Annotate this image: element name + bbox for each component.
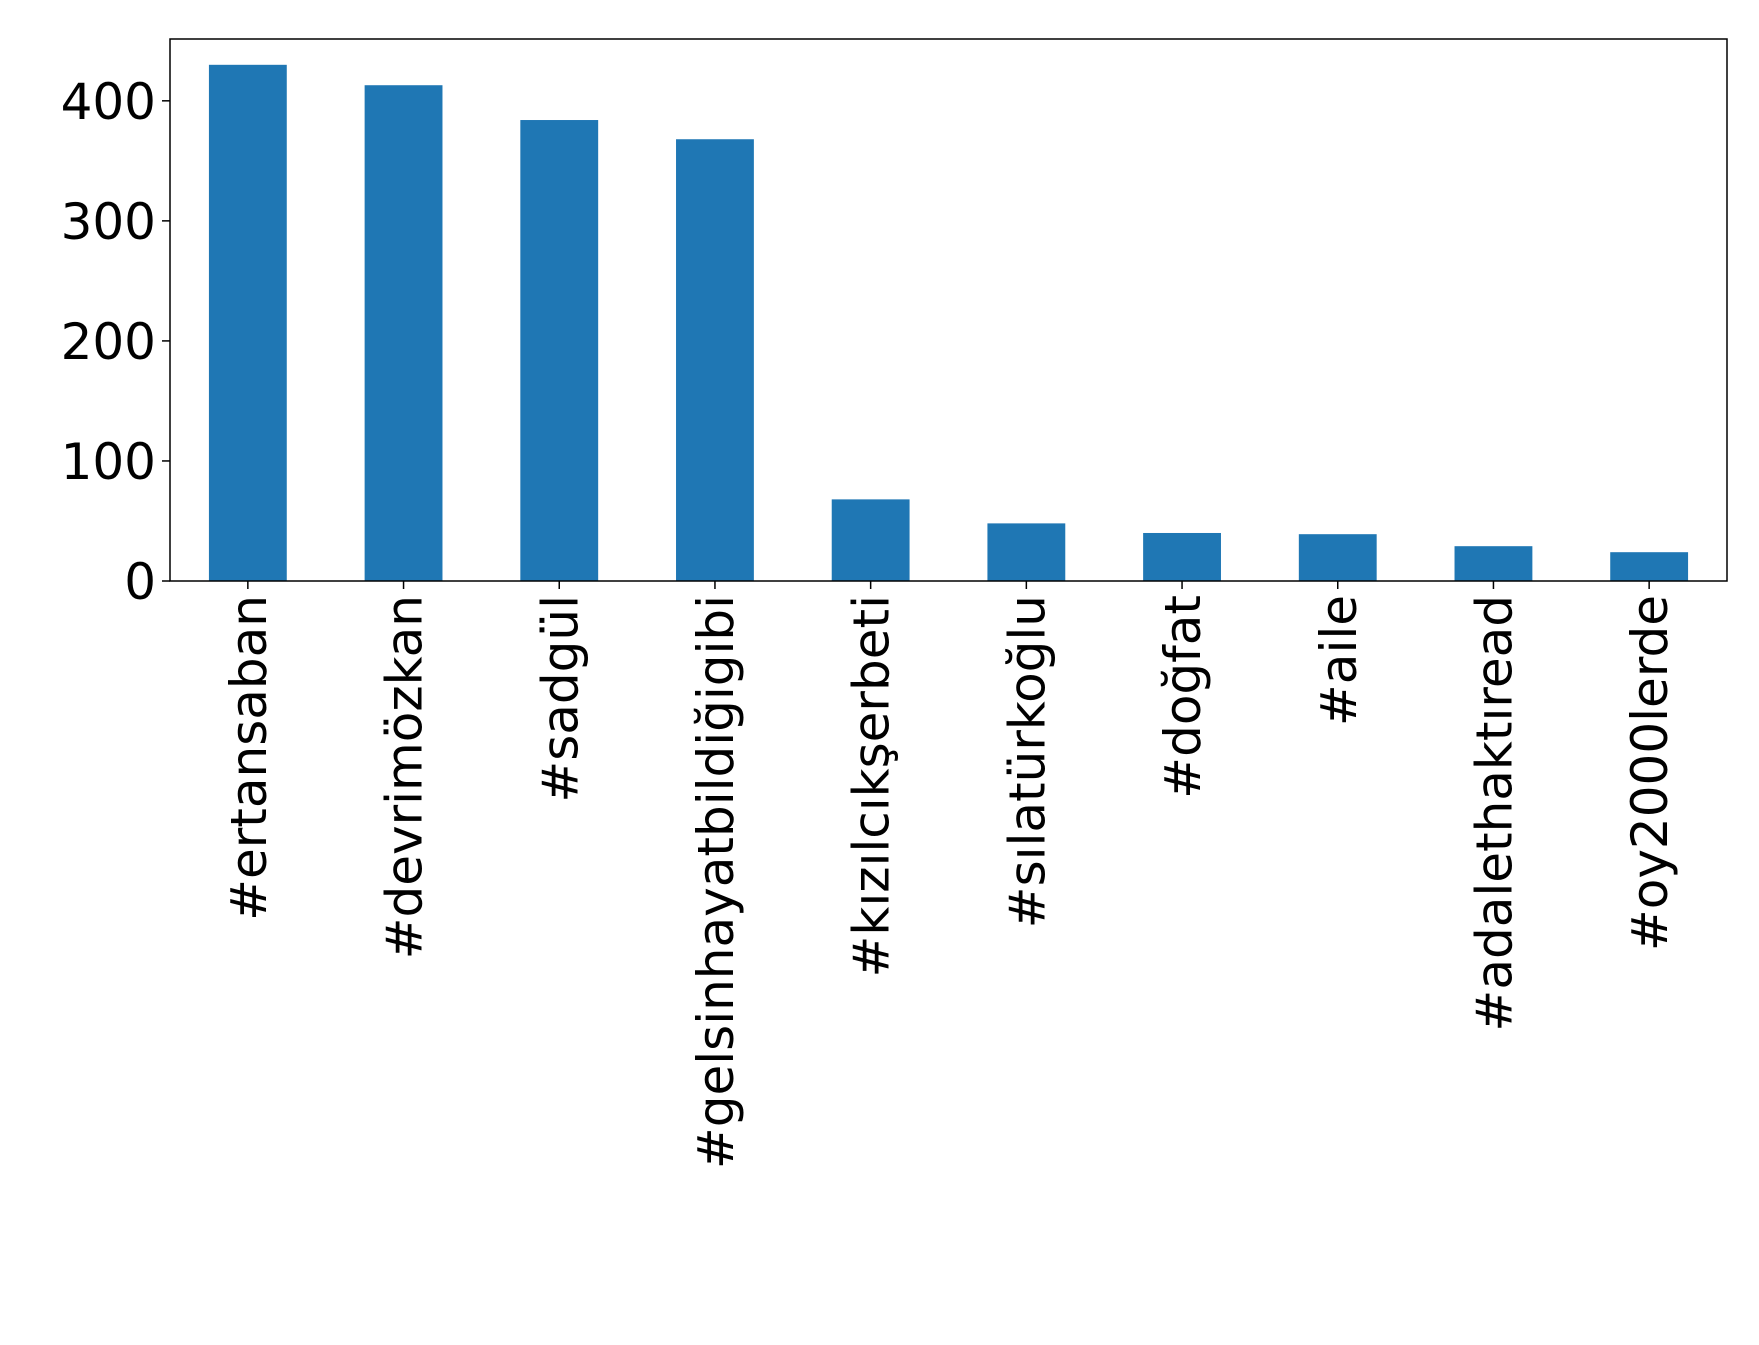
y-tick-label: 300: [61, 193, 156, 251]
x-tick-label: #doğfat: [1154, 595, 1212, 799]
bar: [1143, 532, 1221, 581]
bar: [364, 85, 443, 582]
x-tick-label: #adalethaktıread: [1465, 595, 1523, 1032]
bar: [520, 120, 599, 581]
x-tick-label: #sadgül: [531, 595, 589, 803]
x-tick-label: #ertansaban: [220, 595, 278, 921]
bar: [208, 64, 287, 582]
x-tick-label: #oy2000lerde: [1621, 595, 1679, 951]
plot-frame: [169, 38, 1728, 582]
bar: [831, 499, 910, 581]
y-tick-label: 100: [61, 433, 156, 491]
bar: [1454, 546, 1533, 581]
x-tick-label: #kızılcıkşerbeti: [843, 595, 901, 977]
x-tick-label: #sılatürkoğlu: [998, 595, 1056, 928]
y-tick-label: 400: [61, 73, 156, 131]
x-tick-label: #devrimözkan: [376, 595, 434, 959]
bar: [1610, 552, 1689, 581]
bar: [1298, 534, 1377, 581]
x-tick-label: #aile: [1310, 595, 1368, 726]
y-tick-label: 200: [61, 313, 156, 371]
bar: [987, 523, 1066, 581]
bar: [676, 139, 754, 581]
x-tick-label: #gelsinhayatbildiğigibi: [687, 595, 745, 1169]
y-tick-label: 0: [124, 553, 156, 611]
